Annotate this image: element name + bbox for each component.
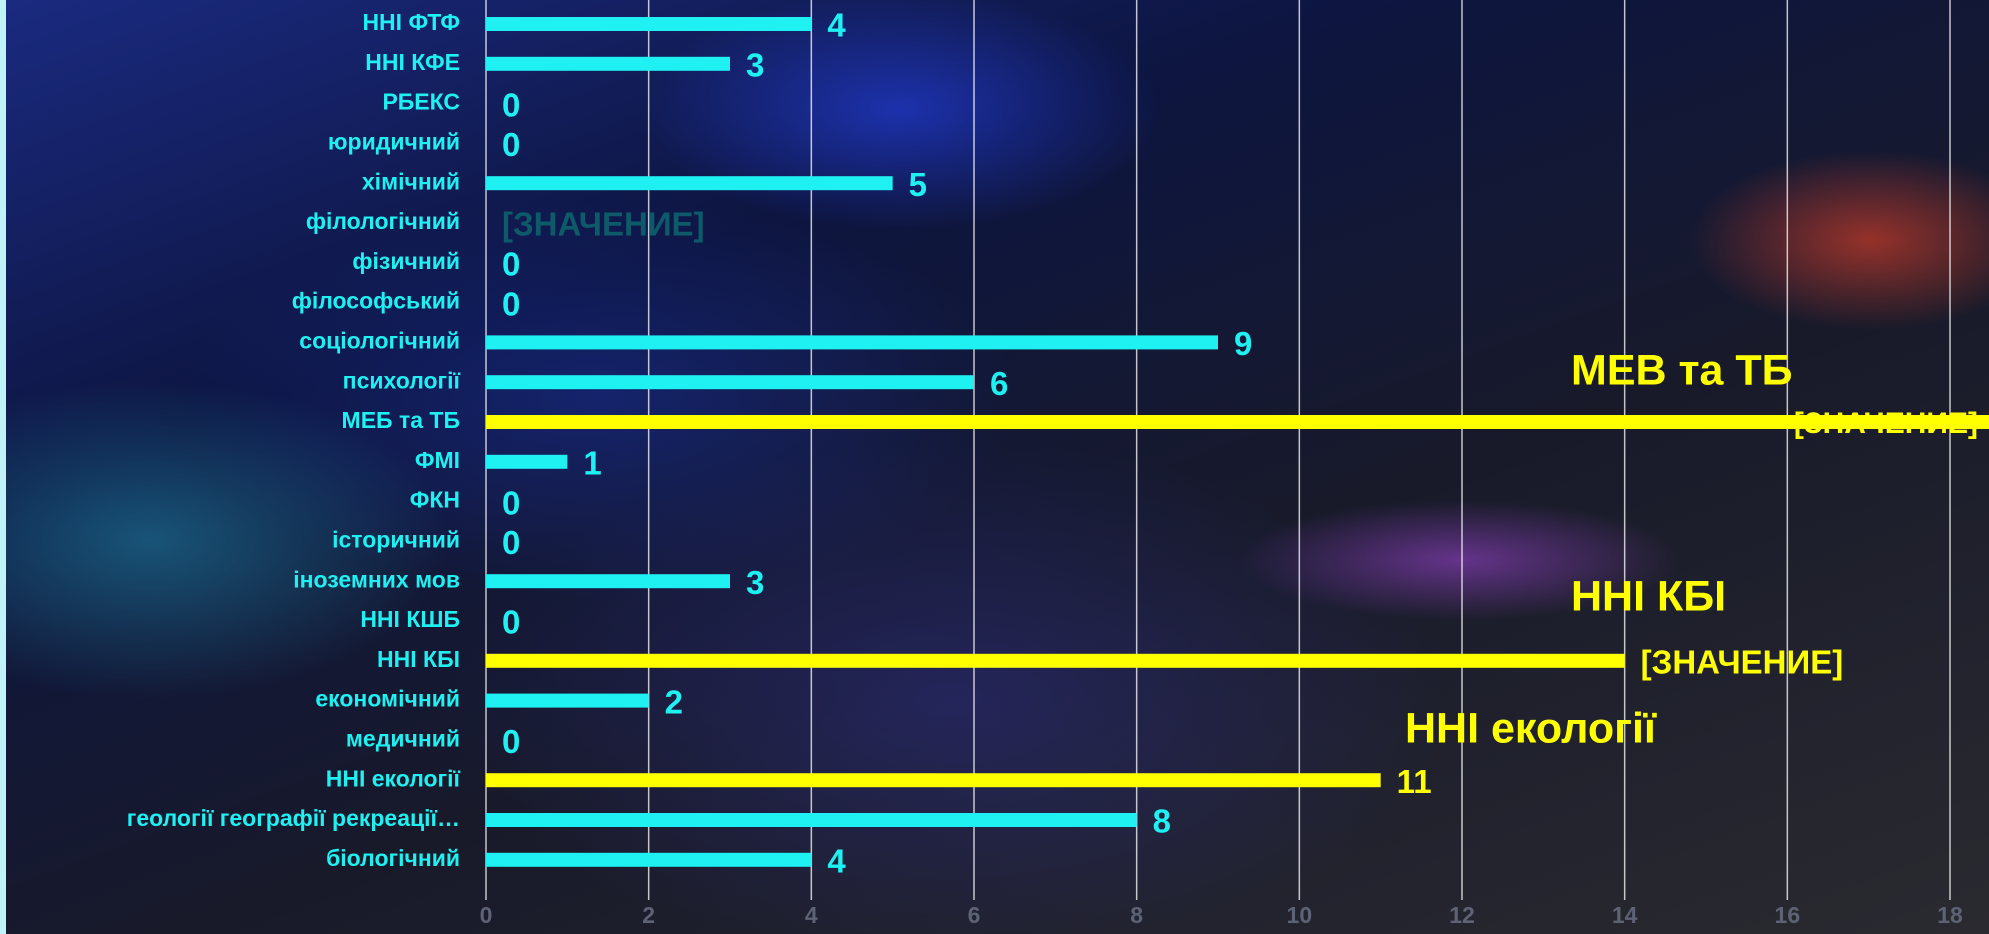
- y-tick-label: філософський: [292, 288, 460, 314]
- annotation: ННІ КБІ: [1571, 572, 1726, 620]
- x-tick-label: 2: [642, 902, 655, 928]
- y-tick-label: хімічний: [362, 168, 460, 194]
- value-label: 3: [746, 47, 764, 84]
- y-tick-label: юридичний: [328, 128, 460, 154]
- value-label: 0: [502, 524, 520, 561]
- value-label: [ЗНАЧЕНИЕ]: [502, 206, 705, 243]
- value-label: 0: [502, 604, 520, 641]
- y-tick-label: біологічний: [326, 845, 460, 871]
- bar: [486, 852, 812, 867]
- value-label: 11: [1397, 763, 1432, 800]
- x-tick-label: 8: [1130, 902, 1143, 928]
- value-label: 0: [502, 126, 520, 163]
- bar: [486, 813, 1137, 827]
- y-tick-label: МЕБ та ТБ: [342, 407, 460, 433]
- bar: [486, 653, 1625, 668]
- x-tick-label: 0: [480, 902, 493, 928]
- y-tick-label: геології географії рекреації…: [127, 805, 460, 831]
- value-label: 9: [1234, 325, 1252, 362]
- x-tick-label: 10: [1287, 902, 1313, 928]
- value-label: 6: [990, 365, 1008, 402]
- y-tick-label: ФМІ: [415, 447, 460, 473]
- y-tick-label: РБЕКС: [382, 89, 460, 115]
- x-tick-label: 14: [1612, 902, 1638, 928]
- value-label: 2: [665, 683, 683, 720]
- bar: [486, 56, 730, 71]
- value-label: 1: [583, 445, 601, 482]
- y-tick-label: іноземних мов: [293, 566, 460, 592]
- value-label: 8: [1153, 803, 1171, 840]
- y-tick-label: історичний: [332, 526, 460, 552]
- x-tick-label: 16: [1775, 902, 1801, 928]
- y-tick-label: ННІ екології: [326, 765, 461, 791]
- x-tick-label: 4: [805, 902, 818, 928]
- x-tick-label: 12: [1449, 902, 1475, 928]
- y-tick-label: фізичний: [352, 248, 460, 274]
- y-tick-label: соціологічний: [299, 327, 460, 353]
- y-tick-label: ННІ КБІ: [377, 646, 460, 672]
- value-label: 4: [827, 7, 846, 44]
- y-tick-label: ННІ ФТФ: [362, 9, 460, 35]
- bar: [486, 454, 568, 469]
- y-tick-label: філологічний: [306, 208, 460, 234]
- value-label: [ЗНАЧЕНИЕ]: [1794, 407, 1978, 440]
- bar: [486, 17, 812, 31]
- edge-strip: [0, 0, 6, 934]
- bar: [486, 375, 974, 390]
- y-tick-label: медичний: [346, 725, 460, 751]
- value-label: 0: [502, 285, 520, 322]
- value-label: 3: [746, 564, 764, 601]
- value-label: [ЗНАЧЕНИЕ]: [1641, 644, 1844, 681]
- bar: [486, 773, 1381, 788]
- value-label: 4: [827, 843, 846, 880]
- annotation: ННІ екології: [1405, 704, 1657, 752]
- bar: [486, 335, 1218, 350]
- x-tick-label: 18: [1937, 902, 1963, 928]
- annotation: МЕВ та ТБ: [1571, 346, 1793, 394]
- y-tick-label: ФКН: [410, 487, 460, 513]
- y-tick-label: психології: [343, 367, 461, 393]
- bar: [486, 415, 1989, 429]
- value-label: 0: [502, 86, 520, 123]
- x-tick-label: 6: [968, 902, 981, 928]
- value-label: 0: [502, 723, 520, 760]
- value-label: 5: [909, 166, 927, 203]
- y-tick-label: економічний: [315, 686, 460, 712]
- value-label: 0: [502, 484, 520, 521]
- bar: [486, 693, 649, 708]
- value-label: 0: [502, 246, 520, 283]
- y-tick-label: ННІ КШБ: [360, 606, 460, 632]
- bar: [486, 574, 730, 589]
- bar: [486, 176, 893, 191]
- y-tick-label: ННІ КФЕ: [365, 49, 460, 75]
